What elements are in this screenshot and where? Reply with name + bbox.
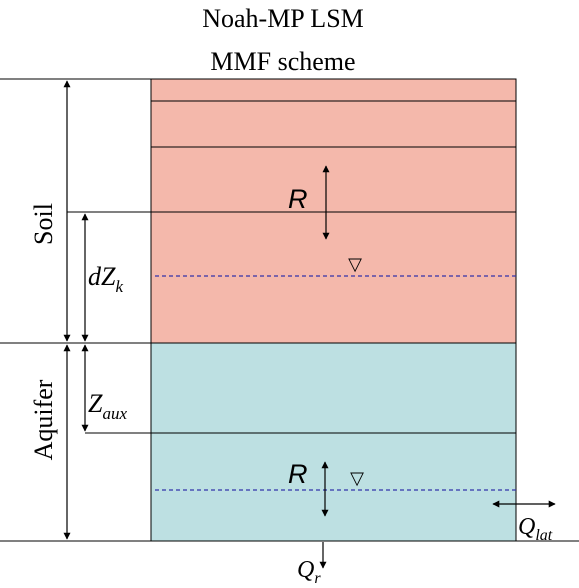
lateral-flow-label: Qlat: [518, 514, 553, 544]
aquifer-recharge-label: R: [288, 459, 308, 489]
aquifer-label: Aquifer: [29, 379, 58, 460]
layer-thickness-label: dZk: [88, 262, 123, 296]
aquifer-column: [150, 342, 517, 542]
soil-water-table-marker: ▽: [348, 254, 362, 274]
soil-label: Soil: [29, 203, 58, 245]
soil-recharge-label: R: [288, 184, 308, 214]
river-flow-label: Qr: [297, 557, 321, 587]
aux-depth-label: Zaux: [88, 389, 127, 423]
diagram-title-line2: MMF scheme: [210, 47, 355, 76]
aquifer-water-table-marker: ▽: [350, 468, 364, 488]
diagram-title-line1: Noah-MP LSM: [202, 4, 364, 33]
soil-column: [150, 78, 517, 344]
